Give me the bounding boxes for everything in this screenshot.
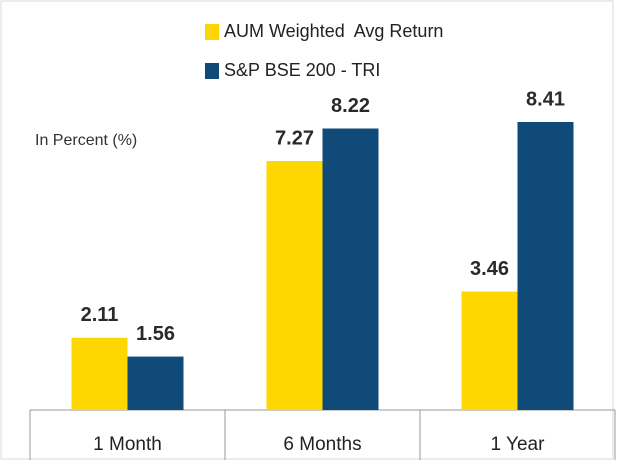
legend-label: AUM Weighted Avg Return: [224, 21, 443, 41]
x-tick-label: 6 Months: [283, 434, 361, 455]
data-label: 3.46: [470, 258, 509, 280]
data-label: 2.11: [81, 304, 119, 326]
bar: [266, 161, 323, 410]
bar: [127, 356, 184, 410]
bar: [322, 128, 379, 411]
bar: [461, 291, 518, 410]
annotation: In Percent (%): [35, 132, 137, 149]
legend-label: S&P BSE 200 - TRI: [224, 60, 380, 80]
data-label: 7.27: [275, 127, 314, 149]
data-label: 8.41: [526, 88, 565, 110]
data-label: 1.56: [136, 323, 175, 345]
legend-swatch: [205, 63, 219, 79]
data-label: 8.22: [331, 95, 370, 117]
bar: [517, 122, 574, 410]
legend-swatch: [205, 24, 219, 40]
bar: [71, 337, 128, 410]
x-tick-label: 1 Year: [491, 434, 546, 455]
x-tick-label: 1 Month: [93, 434, 162, 455]
